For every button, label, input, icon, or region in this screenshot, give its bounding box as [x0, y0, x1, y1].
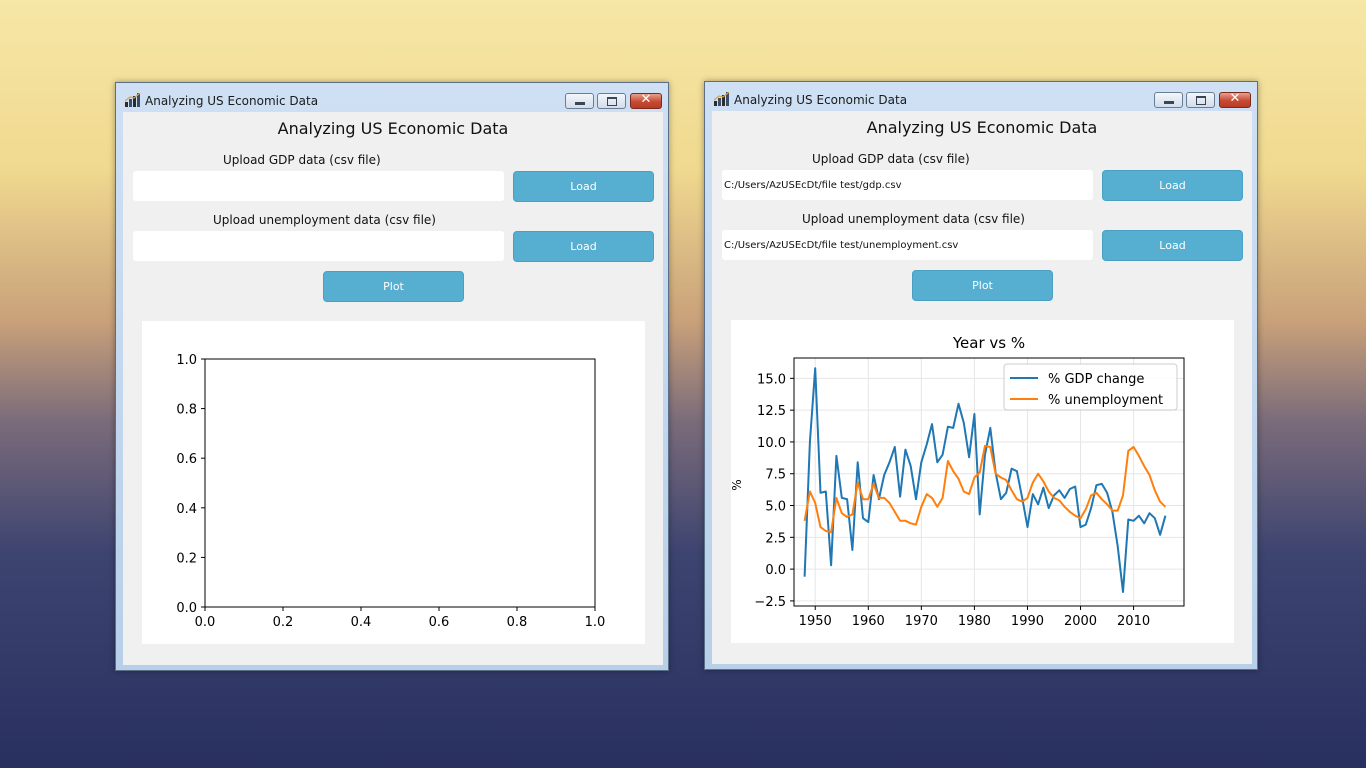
y-tick-label: 0.4 — [176, 502, 197, 517]
x-tick-label: 0.2 — [273, 615, 294, 630]
unemployment-load-button[interactable]: Load — [513, 231, 654, 262]
chart-legend: % GDP change % unemployment — [1003, 363, 1178, 411]
axes-frame — [204, 358, 596, 608]
y-axis-label: % — [731, 479, 744, 490]
x-tick-label: 1990 — [1011, 614, 1044, 629]
window-title: Analyzing US Economic Data — [145, 94, 319, 108]
title-bar[interactable]: Analyzing US Economic Data ✕ — [705, 82, 1257, 111]
minimize-icon — [1164, 101, 1174, 104]
window-title: Analyzing US Economic Data — [734, 93, 908, 107]
y-tick-label: 5.0 — [765, 500, 786, 515]
unemployment-path-input[interactable] — [133, 231, 504, 261]
x-tick-label: 0.4 — [351, 615, 372, 630]
x-tick-label: 1980 — [958, 614, 991, 629]
window-content: Analyzing US Economic Data Upload GDP da… — [712, 111, 1252, 664]
page-heading: Analyzing US Economic Data — [277, 119, 509, 138]
title-bar[interactable]: Analyzing US Economic Data ✕ — [116, 83, 668, 112]
gdp-load-button[interactable]: Load — [1102, 170, 1243, 201]
y-tick-label: −2.5 — [754, 595, 786, 610]
y-tick-label: 12.5 — [757, 404, 786, 419]
close-icon: ✕ — [1229, 91, 1241, 106]
legend-label-gdp: % GDP change — [1048, 372, 1144, 387]
y-tick-label: 0.8 — [176, 403, 197, 418]
y-tick-label: 1.0 — [176, 353, 197, 368]
gdp-change-line — [803, 367, 1167, 593]
x-tick-label: 2010 — [1117, 614, 1150, 629]
gdp-upload-label: Upload GDP data (csv file) — [812, 152, 970, 166]
minimize-button[interactable] — [1154, 92, 1183, 108]
maximize-icon — [1196, 96, 1206, 105]
x-tick-label: 0.8 — [507, 615, 528, 630]
y-tick-label: 0.0 — [176, 601, 197, 616]
y-tick-label: 7.5 — [765, 468, 786, 483]
y-tick-label: 15.0 — [757, 372, 786, 387]
plot-button[interactable]: Plot — [912, 270, 1053, 301]
unemployment-path-input[interactable] — [722, 230, 1093, 260]
close-button[interactable]: ✕ — [1219, 91, 1251, 108]
gdp-path-input[interactable] — [722, 170, 1093, 200]
unemployment-line — [803, 444, 1167, 534]
page-heading: Analyzing US Economic Data — [866, 118, 1098, 137]
legend-label-unemployment: % unemployment — [1048, 393, 1163, 408]
x-tick-label: 1970 — [905, 614, 938, 629]
close-icon: ✕ — [640, 92, 652, 107]
plot-button[interactable]: Plot — [323, 271, 464, 302]
minimize-icon — [575, 102, 585, 105]
x-tick-label: 0.0 — [195, 615, 216, 630]
y-tick-label: 2.5 — [765, 531, 786, 546]
app-window-left: Analyzing US Economic Data ✕ Analyzing U… — [115, 82, 669, 671]
legend-box — [1003, 363, 1178, 411]
minimize-button[interactable] — [565, 93, 594, 109]
x-tick-label: 0.6 — [429, 615, 450, 630]
x-tick-label: 1950 — [799, 614, 832, 629]
x-tick-label: 1960 — [852, 614, 885, 629]
unemployment-load-button[interactable]: Load — [1102, 230, 1243, 261]
y-tick-label: 0.0 — [765, 563, 786, 578]
window-content: Analyzing US Economic Data Upload GDP da… — [123, 112, 663, 665]
close-button[interactable]: ✕ — [630, 92, 662, 109]
gdp-upload-label: Upload GDP data (csv file) — [223, 153, 381, 167]
maximize-button[interactable] — [597, 93, 626, 109]
gdp-load-button[interactable]: Load — [513, 171, 654, 202]
app-window-right: Analyzing US Economic Data ✕ Analyzing U… — [704, 81, 1258, 670]
unemployment-upload-label: Upload unemployment data (csv file) — [213, 213, 436, 227]
y-tick-label: 0.6 — [176, 452, 197, 467]
x-tick-label: 2000 — [1064, 614, 1097, 629]
line-chart: Year vs % % 1950 1960 1970 1980 1990 2000 2010… — [730, 334, 1185, 629]
maximize-button[interactable] — [1186, 92, 1215, 108]
plot-canvas: 0.0 0.2 0.4 0.6 0.8 1.0 0.0 0.2 0.4 0.6 0.8 1.0 — [142, 321, 645, 644]
chart-app-icon — [714, 92, 730, 106]
axes-frame — [793, 357, 1185, 607]
gdp-path-input[interactable] — [133, 171, 504, 201]
chart-app-icon — [125, 93, 141, 107]
plot-canvas: Year vs % % 1950 1960 1970 1980 1990 2000 2010… — [730, 320, 1234, 643]
empty-chart: 0.0 0.2 0.4 0.6 0.8 1.0 0.0 0.2 0.4 0.6 0.8 1.0 — [176, 353, 606, 630]
y-tick-label: 0.2 — [176, 551, 197, 566]
y-tick-label: 10.0 — [757, 436, 786, 451]
x-tick-label: 1.0 — [585, 615, 606, 630]
maximize-icon — [607, 97, 617, 106]
chart-title: Year vs % — [952, 334, 1025, 352]
unemployment-upload-label: Upload unemployment data (csv file) — [802, 212, 1025, 226]
